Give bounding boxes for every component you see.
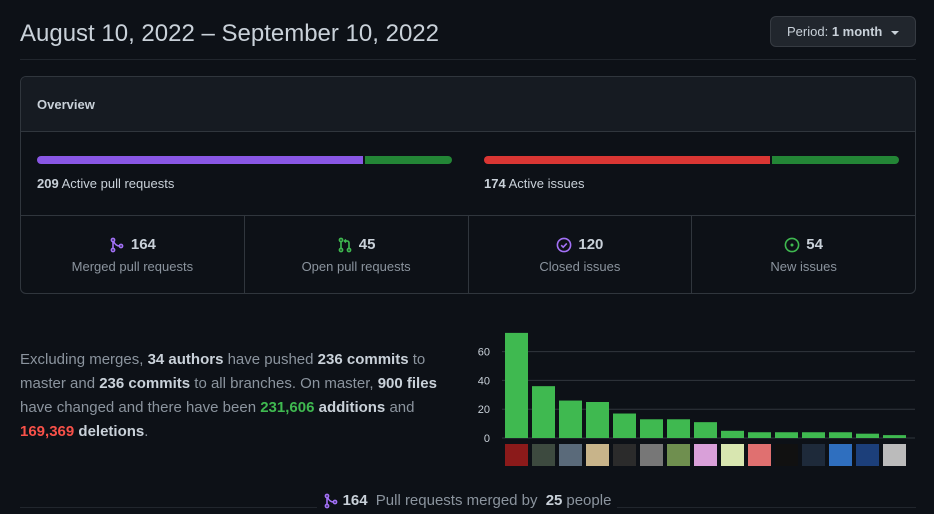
merged-pr-segment [37,156,363,164]
date-range-title: August 10, 2022 – September 10, 2022 [20,20,439,47]
y-tick-label: 0 [484,433,490,445]
new-issues-segment [772,156,899,164]
y-tick-label: 60 [478,347,490,359]
open-pr-segment [364,156,452,164]
contributor-avatar[interactable] [694,444,717,466]
git-merge-icon [110,237,124,252]
active-pull-requests-label: 209 Active pull requests [37,176,452,191]
stat-label: New issues [770,259,837,274]
contributor-avatar[interactable] [532,444,555,466]
y-tick-label: 20 [478,404,490,416]
commit-summary: Excluding merges, 34 authors have pushed… [20,348,465,444]
commits-all-count: 236 commits [99,375,191,392]
overview-title: Overview [21,77,915,132]
stat-closed-issues[interactable]: 120 Closed issues [469,216,693,293]
caret-down-icon [891,30,899,35]
commit-bar[interactable] [640,419,663,438]
stat-label: Merged pull requests [71,259,194,274]
stat-open-pull-requests[interactable]: 45 Open pull requests [245,216,469,293]
summary-text: . [144,423,149,440]
active-pull-requests-group[interactable]: 209 Active pull requests [37,156,452,191]
git-pull-request-icon [338,237,352,252]
active-pr-count: 209 [37,176,59,191]
stat-value: 45 [358,236,376,253]
issue-closed-icon [556,237,572,252]
summary-text: and [385,399,415,416]
authors-count[interactable]: 34 authors [147,351,224,368]
commit-bar[interactable] [559,400,582,438]
git-merge-icon [324,493,337,508]
deletions-label: deletions [78,423,145,440]
stat-label: Closed issues [539,259,621,274]
commit-bar[interactable] [856,433,879,438]
active-issues-count: 174 [484,176,506,191]
additions-count: 231,606 [260,399,315,416]
commit-bar[interactable] [775,432,798,438]
stat-value: 54 [806,236,823,253]
people-count: 25 [545,492,563,509]
period-dropdown-button[interactable]: Period: 1 month [769,16,916,47]
commit-bar[interactable] [532,386,555,438]
commit-bar[interactable] [694,422,717,438]
contributor-avatar[interactable] [775,444,798,466]
summary-text: have pushed [223,351,318,368]
contributor-avatar[interactable] [802,444,825,466]
contributor-avatar[interactable] [748,444,771,466]
stat-value: 120 [578,236,604,253]
files-changed-count: 900 files [377,375,437,392]
commit-bar[interactable] [802,432,825,438]
pull-requests-progress-bar [37,156,452,164]
active-pr-text: Active pull requests [61,176,175,191]
contributor-avatar[interactable] [586,444,609,466]
summary-text: to all branches. On master, [190,375,378,392]
contributor-avatar[interactable] [829,444,852,466]
commit-bar[interactable] [748,432,771,438]
active-issues-text: Active issues [508,176,585,191]
commit-bar[interactable] [586,402,609,438]
active-issues-group[interactable]: 174 Active issues [484,156,899,191]
commit-bar[interactable] [721,430,744,438]
overview-panel: Overview 209 Active pull requests 174 Ac… [20,76,916,294]
contributor-avatar[interactable] [505,444,528,466]
overview-bars: 209 Active pull requests 174 Active issu… [21,132,915,216]
summary-text: to master and [20,351,426,392]
contributor-avatar[interactable] [640,444,663,466]
contributors-commit-chart: 0 20 40 60 [472,330,918,470]
additions-label: additions [318,399,386,416]
overview-stats: 164 Merged pull requests 45 Open pull re… [21,216,915,293]
issue-opened-icon [784,237,800,252]
stat-label: Open pull requests [301,259,411,274]
deletions-count: 169,369 [20,423,75,440]
commit-bar[interactable] [613,413,636,438]
footer-text: people [566,492,612,509]
period-value: 1 month [831,24,883,39]
stat-new-issues[interactable]: 54 New issues [692,216,915,293]
commits-master-count: 236 commits [317,351,409,368]
summary-text: Excluding merges, [20,351,148,368]
stat-value: 164 [130,236,156,253]
contributor-avatar[interactable] [721,444,744,466]
y-tick-label: 40 [478,375,490,387]
merged-count: 164 [342,492,368,509]
closed-issues-segment [484,156,771,164]
active-issues-label: 174 Active issues [484,176,899,191]
page-header: August 10, 2022 – September 10, 2022 Per… [20,16,916,60]
commit-bar[interactable] [667,419,690,438]
contributor-avatar[interactable] [559,444,582,466]
contributor-avatar[interactable] [883,444,906,466]
issues-progress-bar [484,156,899,164]
footer-text: Pull requests merged by [371,492,542,509]
commit-bar[interactable] [505,332,528,438]
stat-merged-pull-requests[interactable]: 164 Merged pull requests [21,216,245,293]
period-label: Period: [786,24,829,39]
summary-text: have changed and there have been [20,399,261,416]
merged-pr-summary: 164 Pull requests merged by 25 people [0,492,934,513]
commit-bar[interactable] [829,432,852,438]
contributor-avatar[interactable] [613,444,636,466]
commits-bar-chart: 0 20 40 60 [478,332,915,466]
contributor-avatar[interactable] [856,444,879,466]
contributor-avatar[interactable] [667,444,690,466]
commit-bar[interactable] [883,435,906,438]
